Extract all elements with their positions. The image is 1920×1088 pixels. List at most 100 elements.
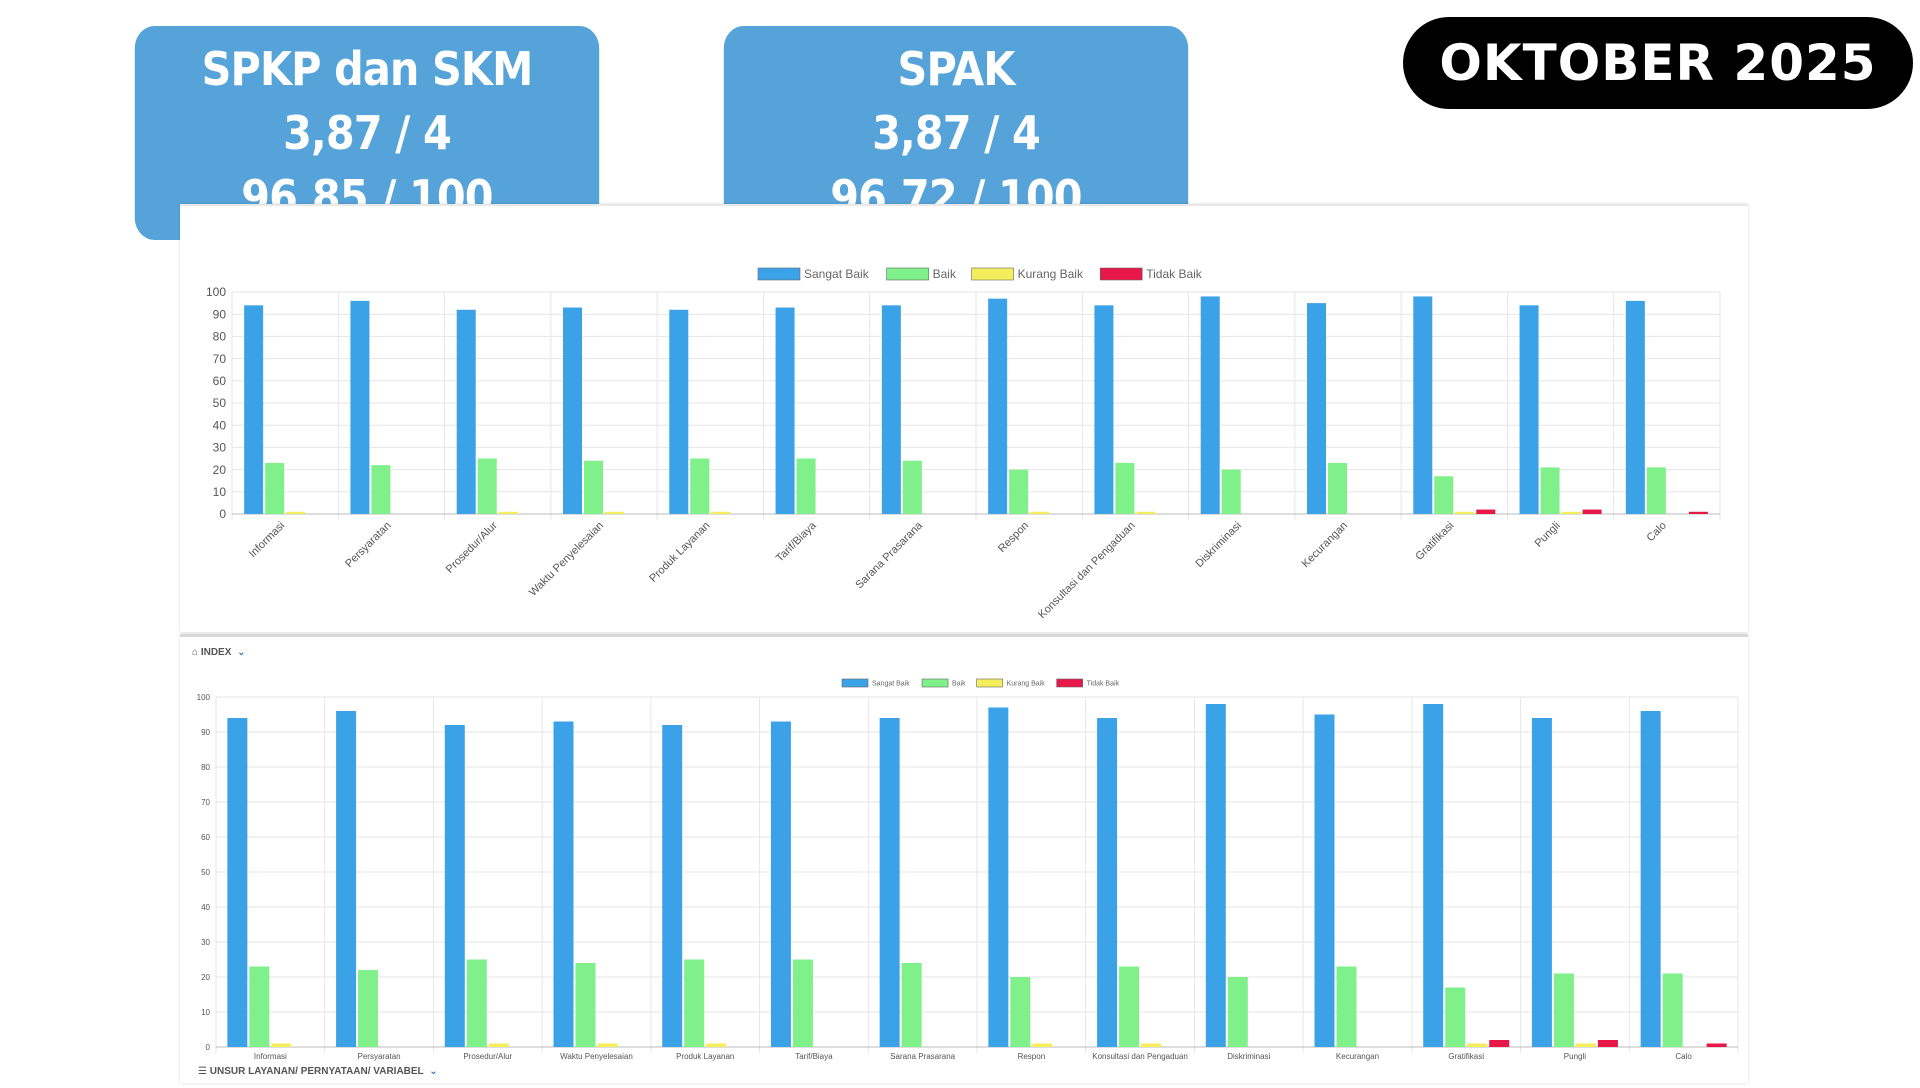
bar-sangat-baik — [775, 307, 795, 514]
x-tick-label: Diskriminasi — [1227, 1052, 1270, 1061]
legend-item-kurang-baik: Kurang Baik — [976, 678, 1045, 688]
bar-tidak-baik — [1597, 1040, 1618, 1047]
y-tick-label: 0 — [219, 507, 226, 521]
y-tick-label: 90 — [201, 728, 210, 737]
chevron-down-icon[interactable]: ⌄ — [429, 1066, 438, 1077]
legend-swatch-tidak-baik — [1099, 267, 1143, 281]
legend-item-kurang-baik: Kurang Baik — [971, 267, 1084, 281]
bar-tidak-baik — [1688, 511, 1708, 514]
legend-label-tidak-baik: Tidak Baik — [1146, 267, 1203, 281]
bar-baik — [690, 458, 710, 514]
legend-label-kurang-baik: Kurang Baik — [1018, 267, 1084, 281]
x-tick-label: Kecurangan — [1336, 1052, 1379, 1061]
y-tick-label: 10 — [213, 485, 227, 499]
y-tick-label: 50 — [201, 868, 210, 877]
chart-panel-bottom: ⌂ INDEX ⌄ Sangat Baik Baik Kurang Baik Tida… — [180, 634, 1748, 1083]
bar-baik — [902, 460, 922, 514]
bar-sangat-baik — [553, 721, 574, 1047]
bar-kurang-baik — [1575, 1043, 1596, 1047]
bar-sangat-baik — [1307, 303, 1326, 514]
legend-item-tidak-baik: Tidak Baik — [1056, 678, 1120, 688]
x-tick-label: Informasi — [254, 1052, 287, 1061]
y-tick-label: 0 — [206, 1043, 211, 1052]
legend-swatch-tidak-baik — [1056, 678, 1083, 688]
bar-tidak-baik — [1582, 509, 1602, 514]
bar-baik — [901, 963, 922, 1047]
bar-baik — [584, 460, 603, 514]
x-tick-label: Persyaratan — [358, 1052, 401, 1061]
y-tick-label: 50 — [213, 396, 227, 410]
x-tick-label: Produk Layanan — [676, 1052, 734, 1061]
panel-footer-variables[interactable]: ☰ UNSUR LAYANAN/ PERNYATAAN/ VARIABEL ⌄ — [198, 1066, 438, 1077]
bar-sangat-baik — [881, 305, 901, 514]
chevron-down-icon[interactable]: ⌄ — [237, 647, 246, 658]
bar-kurang-baik — [1141, 1043, 1162, 1047]
bar-kurang-baik — [597, 1043, 618, 1047]
bar-kurang-baik — [1136, 511, 1156, 514]
bar-baik — [1540, 467, 1560, 514]
x-tick-label: Gratifikasi — [1413, 520, 1456, 563]
bar-baik — [1009, 469, 1029, 514]
legend-swatch-baik — [921, 678, 949, 688]
bar-baik — [1336, 966, 1357, 1047]
y-tick-label: 70 — [213, 352, 227, 366]
chart-legend: Sangat Baik Baik Kurang Baik Tidak Baik — [757, 267, 1203, 281]
x-tick-label: Prosedur/Alur — [463, 1052, 512, 1061]
x-tick-label: Tarif/Biaya — [795, 1052, 833, 1061]
x-tick-label: Tarif/Biaya — [774, 519, 819, 564]
legend-item-baik: Baik — [921, 678, 966, 688]
x-tick-label: Produk Layanan — [647, 520, 712, 585]
x-tick-label: Sarana Prasarana — [853, 519, 925, 591]
legend-label-tidak-baik: Tidak Baik — [1087, 680, 1120, 687]
bar-sangat-baik — [1413, 296, 1433, 514]
bar-sangat-baik — [879, 718, 900, 1047]
y-tick-label: 80 — [201, 763, 210, 772]
bar-kurang-baik — [488, 1043, 509, 1047]
bar-tidak-baik — [1706, 1043, 1727, 1047]
bar-baik — [575, 963, 596, 1047]
bar-sangat-baik — [1423, 704, 1444, 1047]
bar-sangat-baik — [1314, 714, 1335, 1047]
legend-swatch-sangat-baik — [841, 678, 869, 688]
bar-sangat-baik — [1519, 305, 1539, 514]
home-icon: ⌂ — [192, 647, 199, 658]
bar-sangat-baik — [227, 718, 248, 1047]
card-title: SPKP dan SKM — [201, 42, 534, 96]
bar-tidak-baik — [1476, 509, 1496, 514]
bar-kurang-baik — [1561, 511, 1581, 514]
legend-item-baik: Baik — [886, 267, 957, 281]
x-tick-label: Diskriminasi — [1193, 520, 1243, 570]
legend-item-sangat-baik: Sangat Baik — [757, 267, 870, 281]
y-tick-label: 60 — [201, 833, 210, 842]
bar-baik — [249, 966, 270, 1047]
bar-sangat-baik — [1640, 711, 1661, 1047]
card-score-4: 3,87 / 4 — [872, 106, 1041, 160]
y-tick-label: 20 — [213, 463, 227, 477]
legend-item-tidak-baik: Tidak Baik — [1099, 267, 1203, 281]
bar-baik — [1227, 977, 1248, 1047]
bar-chart-spkp-skm: Sangat Baik Baik Kurang Baik Tidak Baik 0 10 2… — [206, 267, 1721, 621]
bar-baik — [1010, 977, 1031, 1047]
bar-kurang-baik — [498, 511, 518, 514]
chart-panel-top: Sangat Baik Baik Kurang Baik Tidak Baik 0 10 2… — [180, 204, 1748, 632]
bar-baik — [1119, 966, 1140, 1047]
y-tick-label: 20 — [201, 973, 210, 982]
bar-baik — [358, 970, 379, 1047]
x-tick-label: Waktu Penyelesaian — [560, 1052, 633, 1061]
x-tick-label: Pungli — [1533, 520, 1563, 550]
x-tick-label: Kecurangan — [1300, 520, 1350, 570]
bar-baik — [796, 458, 816, 514]
bar-kurang-baik — [1030, 511, 1050, 514]
bar-sangat-baik — [456, 309, 476, 514]
legend-item-sangat-baik: Sangat Baik — [841, 678, 910, 688]
bar-chart-spak: Sangat Baik Baik Kurang Baik Tidak Baik 0 10 2… — [197, 678, 1739, 1061]
x-tick-label: Waktu Penyelesaian — [527, 520, 606, 599]
bar-baik — [265, 462, 285, 514]
bar-baik — [792, 959, 813, 1047]
legend-swatch-kurang-baik — [976, 678, 1003, 688]
bar-kurang-baik — [711, 511, 731, 514]
x-tick-label: Konsultasi dan Pengaduan — [1036, 520, 1137, 621]
panel-header-index[interactable]: ⌂ INDEX ⌄ — [192, 647, 246, 658]
bar-baik — [466, 959, 487, 1047]
period-badge: OKTOBER 2025 — [1403, 17, 1913, 109]
